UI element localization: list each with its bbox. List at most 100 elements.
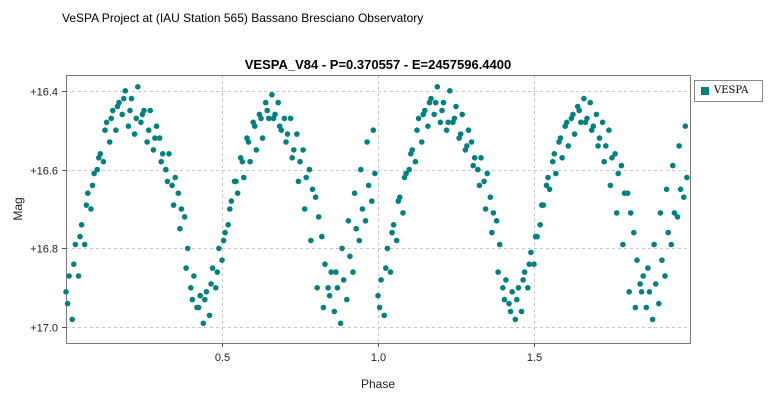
data-point <box>208 281 214 287</box>
data-point <box>144 139 150 145</box>
data-point <box>670 162 676 169</box>
data-point <box>234 190 241 196</box>
data-point <box>551 151 558 157</box>
data-point <box>169 182 175 189</box>
data-point <box>384 245 391 252</box>
data-point <box>565 143 572 149</box>
data-point <box>612 151 618 157</box>
data-point <box>328 269 335 275</box>
data-point <box>375 292 381 299</box>
data-point <box>588 127 595 133</box>
data-point <box>631 229 637 236</box>
data-point <box>439 107 445 114</box>
data-point <box>172 174 178 181</box>
data-point <box>671 210 678 216</box>
data-point <box>75 273 82 279</box>
data-point <box>531 261 537 268</box>
data-point <box>576 107 582 114</box>
data-point <box>119 111 125 118</box>
data-point <box>537 222 543 228</box>
data-point <box>264 107 271 114</box>
data-point <box>113 127 119 133</box>
data-point <box>390 222 397 228</box>
data-point <box>127 107 133 114</box>
data-point <box>340 277 347 283</box>
data-point <box>131 131 138 137</box>
data-point <box>100 158 107 165</box>
data-series-vespa <box>63 84 690 327</box>
data-point <box>164 178 171 185</box>
data-point <box>464 143 470 149</box>
data-point <box>475 166 481 173</box>
data-point <box>214 269 221 275</box>
data-point <box>406 166 413 173</box>
data-point <box>503 277 509 283</box>
data-point <box>289 155 296 161</box>
data-point <box>665 229 671 236</box>
data-point <box>228 198 235 204</box>
data-point <box>153 123 160 129</box>
data-point <box>457 131 464 137</box>
data-point <box>637 281 643 287</box>
data-point <box>401 174 408 181</box>
data-point <box>481 178 487 185</box>
data-point <box>159 151 166 157</box>
y-tick-label: +16.6 <box>30 166 58 178</box>
data-point <box>445 119 452 126</box>
data-point <box>518 308 525 315</box>
data-point <box>181 214 188 220</box>
data-point <box>425 123 431 129</box>
data-point <box>440 99 447 106</box>
data-point <box>582 119 589 126</box>
data-point <box>275 99 282 106</box>
data-point <box>66 273 72 279</box>
data-point <box>72 241 79 248</box>
data-point <box>546 186 553 193</box>
data-point <box>203 289 210 295</box>
data-point <box>412 158 419 165</box>
data-point <box>337 320 344 327</box>
data-point <box>284 131 291 137</box>
data-point <box>484 170 491 177</box>
data-point <box>624 190 631 196</box>
data-point <box>353 225 360 232</box>
data-point <box>496 241 503 248</box>
data-point <box>258 115 264 122</box>
data-point <box>183 265 189 271</box>
data-point <box>359 206 366 212</box>
data-point <box>426 99 433 106</box>
data-point <box>306 166 313 173</box>
data-point <box>395 198 402 204</box>
data-point <box>507 308 514 315</box>
data-point <box>314 285 321 291</box>
data-point <box>607 182 614 189</box>
data-point <box>609 155 615 161</box>
data-point <box>178 206 185 212</box>
data-point <box>345 218 352 224</box>
data-point <box>281 115 288 122</box>
legend-label-vespa: VESPA <box>714 85 749 96</box>
data-point <box>222 229 228 236</box>
data-point <box>283 139 289 145</box>
data-point <box>471 155 478 161</box>
data-point <box>593 111 600 118</box>
data-point <box>662 273 668 279</box>
data-point <box>301 206 308 212</box>
data-point <box>557 135 564 141</box>
data-point <box>545 174 551 181</box>
data-point <box>603 143 609 149</box>
chart-title: VESPA_V84 - P=0.370557 - E=2457596.4400 <box>244 57 512 72</box>
data-point <box>443 127 450 133</box>
observatory-header: VeSPA Project at (IAU Station 565) Bassa… <box>62 11 424 25</box>
data-point <box>128 95 135 102</box>
data-point <box>418 139 425 145</box>
data-point <box>350 269 356 275</box>
data-point <box>69 316 75 323</box>
data-point <box>620 241 626 248</box>
data-point <box>564 119 570 126</box>
data-point <box>270 115 277 122</box>
data-point <box>247 158 253 165</box>
data-point <box>120 95 127 102</box>
data-point <box>322 261 328 268</box>
